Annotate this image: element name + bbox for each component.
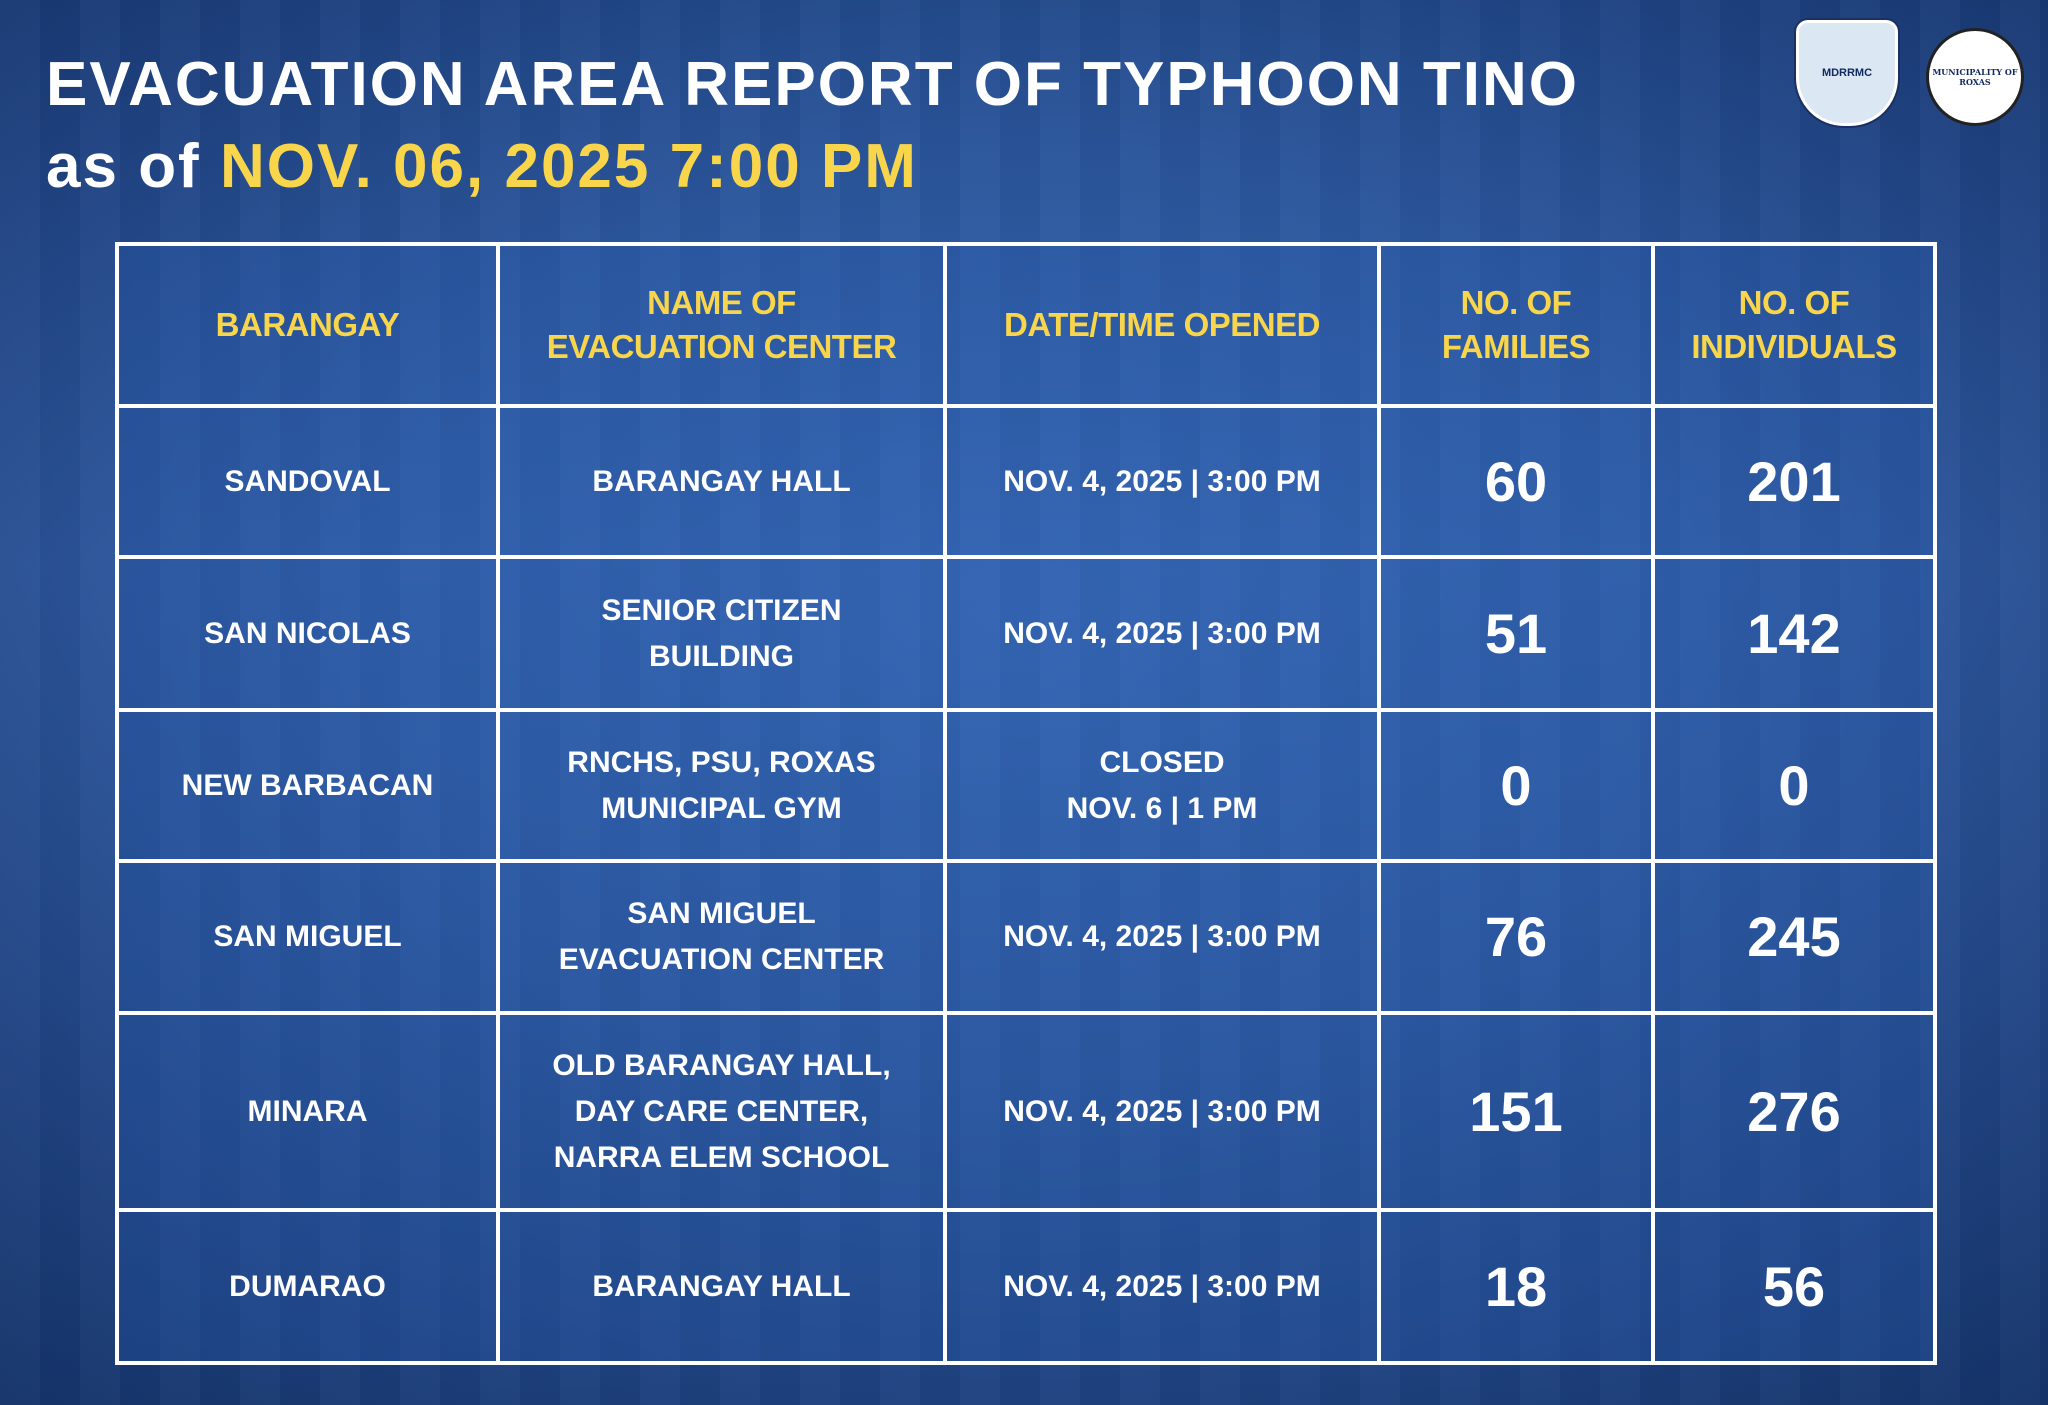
table-row: SAN NICOLAS SENIOR CITIZEN BUILDING NOV. 4,…: [115, 555, 1937, 712]
opened-line: NOV. 4, 2025 | 3:00 PM: [1003, 616, 1321, 650]
cell-families: 0: [1377, 708, 1655, 863]
cell-families: 51: [1377, 555, 1655, 712]
cell-barangay: SAN NICOLAS: [115, 555, 500, 712]
report-date: NOV. 06, 2025 7:00 PM: [219, 132, 918, 201]
cell-families: 151: [1377, 1011, 1655, 1212]
cell-center: RNCHS, PSU, ROXAS MUNICIPAL GYM: [496, 708, 947, 863]
center-line: MUNICIPAL GYM: [601, 791, 842, 825]
center-line: DAY CARE CENTER,: [574, 1094, 869, 1128]
opened-line: CLOSED: [1099, 745, 1225, 779]
center-line: BARANGAY HALL: [592, 464, 851, 498]
cell-opened: NOV. 4, 2025 | 3:00 PM: [943, 859, 1381, 1015]
cell-opened: NOV. 4, 2025 | 3:00 PM: [943, 1208, 1381, 1365]
header-text: INDIVIDUALS: [1691, 328, 1897, 365]
header-text: NAME OF: [647, 284, 796, 321]
header-center-name: NAME OF EVACUATION CENTER: [496, 242, 947, 408]
table-row: NEW BARBACAN RNCHS, PSU, ROXAS MUNICIPAL G…: [115, 708, 1937, 863]
header-text: FAMILIES: [1441, 328, 1591, 365]
center-line: RNCHS, PSU, ROXAS: [567, 745, 876, 779]
report-title: EVACUATION AREA REPORT OF TYPHOON TINO a…: [46, 44, 1746, 208]
cell-barangay: SANDOVAL: [115, 404, 500, 559]
center-line: BARANGAY HALL: [592, 1269, 851, 1303]
header-families: NO. OF FAMILIES: [1377, 242, 1655, 408]
opened-line: NOV. 6 | 1 PM: [1066, 791, 1258, 825]
opened-line: NOV. 4, 2025 | 3:00 PM: [1003, 920, 1321, 953]
cell-individuals: 276: [1651, 1011, 1937, 1212]
cell-center: SENIOR CITIZEN BUILDING: [496, 555, 947, 712]
header-text: NO. OF: [1738, 284, 1850, 321]
evacuation-table: BARANGAY NAME OF EVACUATION CENTER DATE/TIM…: [115, 242, 1937, 1365]
table-row: MINARA OLD BARANGAY HALL, DAY CARE CENTER,…: [115, 1011, 1937, 1212]
cell-families: 18: [1377, 1208, 1655, 1365]
cell-barangay: MINARA: [115, 1011, 500, 1212]
title-line: EVACUATION AREA REPORT OF TYPHOON TINO: [46, 50, 1580, 119]
cell-barangay: SAN MIGUEL: [115, 859, 500, 1015]
cell-center: BARANGAY HALL: [496, 1208, 947, 1365]
header-text: BARANGAY: [215, 306, 400, 343]
center-line: OLD BARANGAY HALL,: [552, 1048, 891, 1082]
table-row: DUMARAO BARANGAY HALL NOV. 4, 2025 | 3:00 …: [115, 1208, 1937, 1365]
cell-opened: NOV. 4, 2025 | 3:00 PM: [943, 555, 1381, 712]
title-date-line: as of NOV. 06, 2025 7:00 PM: [46, 126, 1746, 208]
table-row: SAN MIGUEL SAN MIGUEL EVACUATION CENTER NOV…: [115, 859, 1937, 1015]
cell-center: BARANGAY HALL: [496, 404, 947, 559]
header-individuals: NO. OF INDIVIDUALS: [1651, 242, 1937, 408]
header-text: EVACUATION CENTER: [546, 328, 897, 365]
center-line: NARRA ELEM SCHOOL: [553, 1140, 890, 1174]
header-text: DATE/TIME OPENED: [1004, 306, 1320, 343]
title-prefix: as of: [46, 132, 220, 201]
cell-individuals: 142: [1651, 555, 1937, 712]
header-barangay: BARANGAY: [115, 242, 500, 408]
table-row: SANDOVAL BARANGAY HALL NOV. 4, 2025 | 3:00…: [115, 404, 1937, 559]
cell-barangay: DUMARAO: [115, 1208, 500, 1365]
logos: MDRRMC MUNICIPALITY OF ROXAS: [1796, 20, 2024, 126]
cell-opened: CLOSED NOV. 6 | 1 PM: [943, 708, 1381, 863]
mdrrmc-logo: MDRRMC: [1796, 20, 1898, 126]
header-date-opened: DATE/TIME OPENED: [943, 242, 1381, 408]
header-row: BARANGAY NAME OF EVACUATION CENTER DATE/TIM…: [115, 242, 1937, 408]
roxas-seal-logo: MUNICIPALITY OF ROXAS: [1926, 28, 2024, 126]
cell-individuals: 245: [1651, 859, 1937, 1015]
cell-center: OLD BARANGAY HALL, DAY CARE CENTER, NARRA …: [496, 1011, 947, 1212]
cell-opened: NOV. 4, 2025 | 3:00 PM: [943, 404, 1381, 559]
cell-barangay: NEW BARBACAN: [115, 708, 500, 863]
center-line: EVACUATION CENTER: [558, 943, 885, 976]
cell-families: 76: [1377, 859, 1655, 1015]
center-line: SENIOR CITIZEN: [601, 593, 842, 627]
opened-line: NOV. 4, 2025 | 3:00 PM: [1003, 1094, 1321, 1128]
cell-center: SAN MIGUEL EVACUATION CENTER: [496, 859, 947, 1015]
cell-opened: NOV. 4, 2025 | 3:00 PM: [943, 1011, 1381, 1212]
center-line: BUILDING: [649, 639, 794, 673]
opened-line: NOV. 4, 2025 | 3:00 PM: [1003, 1269, 1321, 1303]
opened-line: NOV. 4, 2025 | 3:00 PM: [1003, 464, 1321, 498]
cell-families: 60: [1377, 404, 1655, 559]
center-line: SAN MIGUEL: [627, 897, 816, 930]
cell-individuals: 0: [1651, 708, 1937, 863]
cell-individuals: 56: [1651, 1208, 1937, 1365]
header-text: NO. OF: [1460, 284, 1572, 321]
cell-individuals: 201: [1651, 404, 1937, 559]
